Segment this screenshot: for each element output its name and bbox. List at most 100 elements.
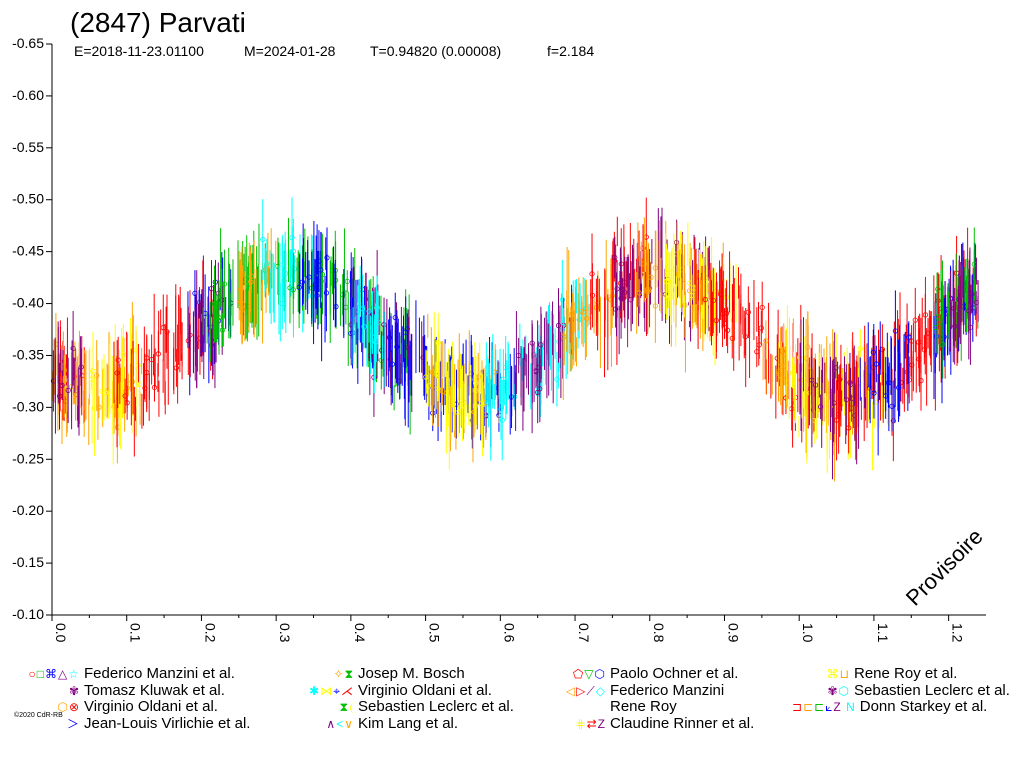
y-tick-label: -0.35: [12, 346, 44, 362]
data-point: [248, 273, 254, 279]
data-point: [612, 306, 619, 312]
legend-entry: ⬡⊗ Virginio Oldani et al.: [22, 698, 218, 715]
legend-label: Sebastien Leclerc et al.: [854, 682, 1010, 699]
x-tick-label: 1.0: [800, 623, 816, 643]
data-point: [208, 342, 215, 348]
legend-label: Donn Starkey et al.: [859, 698, 988, 715]
legend-entry: ✧⧗ Josep M. Bosch: [296, 665, 465, 682]
copyright-notice: ©2020 CdR-RB: [14, 712, 63, 719]
data-point: [956, 296, 962, 302]
observation-series: [799, 317, 860, 480]
legend-marker-icons: ✱⋈⌖⋌: [309, 684, 354, 698]
data-point: [219, 327, 226, 333]
data-point: [316, 258, 322, 264]
x-tick-label: 1.2: [950, 623, 966, 643]
legend-marker-icons: ⧗⟨: [339, 700, 354, 714]
data-point: [908, 338, 915, 344]
observation-series: [88, 318, 142, 465]
data-point: [394, 344, 400, 350]
data-point: [554, 376, 560, 382]
data-point: [718, 291, 724, 297]
data-point: [774, 355, 780, 361]
data-point: [742, 334, 748, 340]
data-point: [361, 324, 367, 330]
data-point: [90, 368, 96, 374]
y-tick-label: -0.15: [12, 554, 44, 570]
legend-entry: ✾ Tomasz Kluwak et al.: [22, 682, 225, 699]
data-point: [306, 274, 312, 280]
data-point: [745, 309, 751, 315]
observation-series: [423, 311, 485, 470]
data-point: [324, 255, 330, 261]
y-tick-label: -0.20: [12, 502, 44, 518]
legend-entry: Rene Roy: [548, 698, 677, 715]
observation-series: [834, 276, 932, 462]
data-point: [969, 291, 975, 297]
legend-marker-icons: ✾⬡: [827, 684, 850, 698]
legend-entry: ⬠▽⬡ Paolo Ochner et al.: [548, 665, 739, 682]
provisional-watermark: Provisoire: [901, 524, 988, 611]
data-point: [759, 304, 765, 311]
data-point: [61, 367, 67, 373]
data-point: [674, 239, 680, 246]
data-point: [423, 374, 429, 380]
data-point: [455, 409, 461, 416]
data-point: [662, 293, 668, 299]
data-point: [503, 384, 509, 390]
data-point: [208, 286, 215, 292]
legend-label: Virginio Oldani et al.: [358, 682, 492, 699]
legend-marker-icons: ○□⌘△☆: [28, 667, 80, 681]
x-tick-label: 0.8: [651, 623, 667, 643]
period-label: T=0.94820 (0.00008): [370, 43, 501, 59]
data-point: [818, 404, 824, 410]
data-point: [833, 365, 839, 371]
data-point: [372, 339, 379, 345]
axes: -0.65 -0.60 -0.55 -0.50 -0.45 -0.40 -0.35 -0.30…: [12, 35, 986, 643]
data-point: [499, 417, 505, 423]
data-point: [151, 384, 158, 391]
data-point: [775, 369, 782, 375]
data-point: [834, 417, 840, 423]
legend-label: Virginio Oldani et al.: [84, 698, 218, 715]
legend-marker-icons: ⌘⊔: [826, 667, 850, 681]
data-point: [114, 370, 120, 376]
data-point: [892, 328, 898, 334]
data-point: [115, 357, 121, 363]
data-point: [478, 400, 484, 406]
data-point: [889, 403, 895, 409]
data-point: [512, 394, 518, 400]
legend-entry: ○□⌘△☆ Federico Manzini et al.: [22, 665, 235, 682]
x-tick-label: 0.3: [277, 623, 293, 643]
data-point: [555, 322, 562, 329]
chart-header: (2847) Parvati E=2018-11-23.01100 M=2024…: [70, 7, 594, 59]
data-point: [941, 334, 947, 340]
data-point: [290, 287, 296, 293]
data-point: [688, 292, 695, 299]
y-tick-label: -0.30: [12, 398, 44, 414]
x-tick-label: 0.2: [202, 623, 218, 643]
legend-label: Paolo Ochner et al.: [610, 665, 739, 682]
legend-label: Josep M. Bosch: [358, 665, 465, 682]
y-tick-label: -0.10: [12, 606, 44, 622]
data-point: [589, 292, 596, 298]
legend-marker-icons: ⊐⊏⊏⟀Z N: [792, 700, 856, 714]
data-point: [260, 236, 266, 243]
observation-series: [859, 290, 912, 456]
y-tick-label: -0.40: [12, 295, 44, 311]
data-point: [344, 278, 350, 284]
legend-marker-icons: ✧⧗: [333, 667, 354, 681]
legend-entry: ◁▷⟋◇ Federico Manzini: [548, 682, 724, 699]
legend-entry: ✱⋈⌖⋌ Virginio Oldani et al.: [296, 682, 492, 699]
legend-label: Kim Lang et al.: [358, 715, 459, 732]
data-point: [641, 261, 647, 267]
data-point: [940, 341, 946, 348]
data-point: [583, 315, 589, 322]
data-point: [94, 372, 100, 379]
data-point: [846, 425, 852, 431]
data-point: [461, 403, 467, 409]
legend-marker-icons: ⬡⊗: [57, 700, 80, 714]
data-point: [645, 289, 651, 295]
data-point: [756, 342, 762, 348]
data-point: [916, 356, 922, 362]
